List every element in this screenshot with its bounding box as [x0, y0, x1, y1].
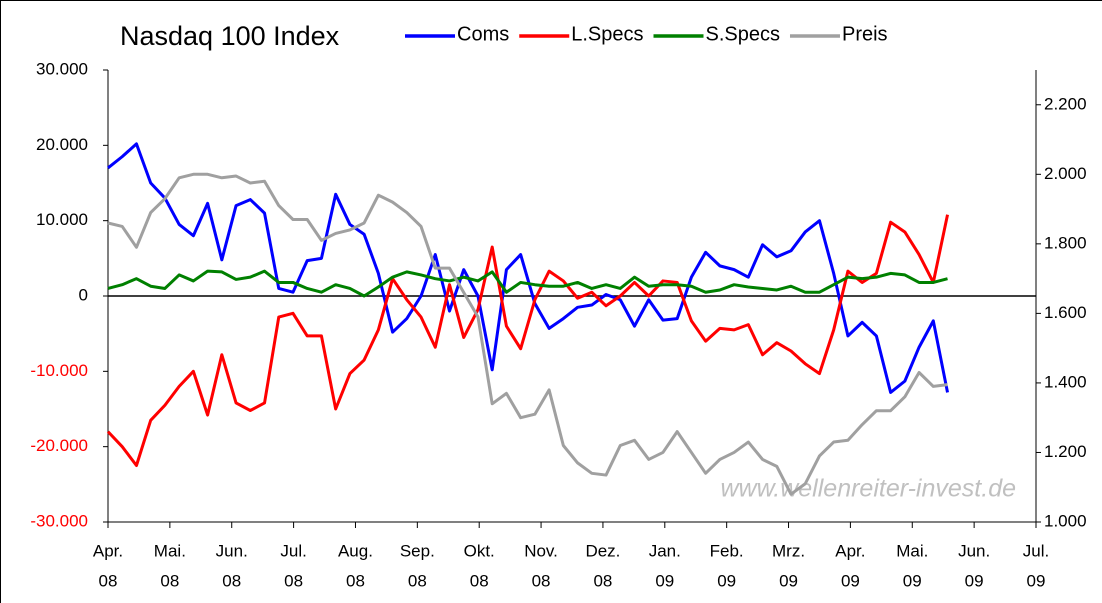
x-tick-label: 08 [284, 571, 303, 590]
x-tick-label: 09 [841, 571, 860, 590]
x-tick-label: 09 [655, 571, 674, 590]
x-tick-label: 09 [1027, 571, 1046, 590]
series-line [107, 269, 948, 298]
x-tick-label: Nov. [524, 541, 558, 560]
series-line [107, 142, 950, 394]
x-tick-label: Dez. [585, 541, 620, 560]
series-line [106, 214, 949, 467]
legend-label: Preis [842, 23, 888, 45]
y2-tick-label: 1.600 [1044, 303, 1087, 322]
x-tick-label: Jun. [216, 541, 248, 560]
y2-tick-label: 1.200 [1044, 442, 1087, 461]
x-tick-label: 08 [346, 571, 365, 590]
x-tick-label: Apr. [93, 541, 123, 560]
x-tick-label: 08 [408, 571, 427, 590]
x-tick-label: Mai. [154, 541, 186, 560]
y2-tick-label: 1.400 [1044, 372, 1087, 391]
x-tick-label: Jul. [1023, 541, 1049, 560]
y-tick-label: 20.000 [36, 135, 88, 154]
x-tick-label: Jul. [280, 541, 306, 560]
x-tick-label: 09 [779, 571, 798, 590]
y2-tick-label: 2.200 [1044, 94, 1087, 113]
y-tick-label: 10.000 [36, 210, 88, 229]
legend-label: Coms [457, 23, 509, 45]
series-line [107, 172, 948, 496]
y2-tick-label: 1.000 [1044, 511, 1087, 530]
x-tick-label: Sep. [400, 541, 435, 560]
watermark: www.wellenreiter-invest.de [721, 475, 1017, 503]
x-tick-label: 08 [99, 571, 118, 590]
y-tick-label: 0 [79, 285, 88, 304]
x-tick-label: 08 [222, 571, 241, 590]
x-tick-label: Apr. [835, 541, 865, 560]
x-tick-label: 09 [717, 571, 736, 590]
chart-title: Nasdaq 100 Index [120, 21, 340, 51]
x-tick-label: Aug. [338, 541, 373, 560]
x-tick-label: 08 [532, 571, 551, 590]
x-tick-label: 08 [160, 571, 179, 590]
y-tick-label: -10.000 [30, 361, 88, 380]
x-tick-label: 09 [965, 571, 984, 590]
x-tick-label: Mai. [896, 541, 928, 560]
x-tick-label: 09 [903, 571, 922, 590]
x-tick-label: Jun. [958, 541, 990, 560]
x-tick-label: 08 [470, 571, 489, 590]
legend-label: L.Specs [571, 23, 643, 45]
x-tick-label: 08 [593, 571, 612, 590]
y-tick-label: -20.000 [30, 436, 88, 455]
y2-tick-label: 1.800 [1044, 233, 1087, 252]
y2-tick-label: 2.000 [1044, 164, 1087, 183]
x-tick-label: Mrz. [772, 541, 805, 560]
legend-label: S.Specs [706, 23, 780, 45]
x-tick-label: Okt. [464, 541, 495, 560]
x-tick-label: Jan. [649, 541, 681, 560]
y-tick-label: 30.000 [36, 59, 88, 78]
x-tick-label: Feb. [710, 541, 744, 560]
y-tick-label: -30.000 [30, 511, 88, 530]
